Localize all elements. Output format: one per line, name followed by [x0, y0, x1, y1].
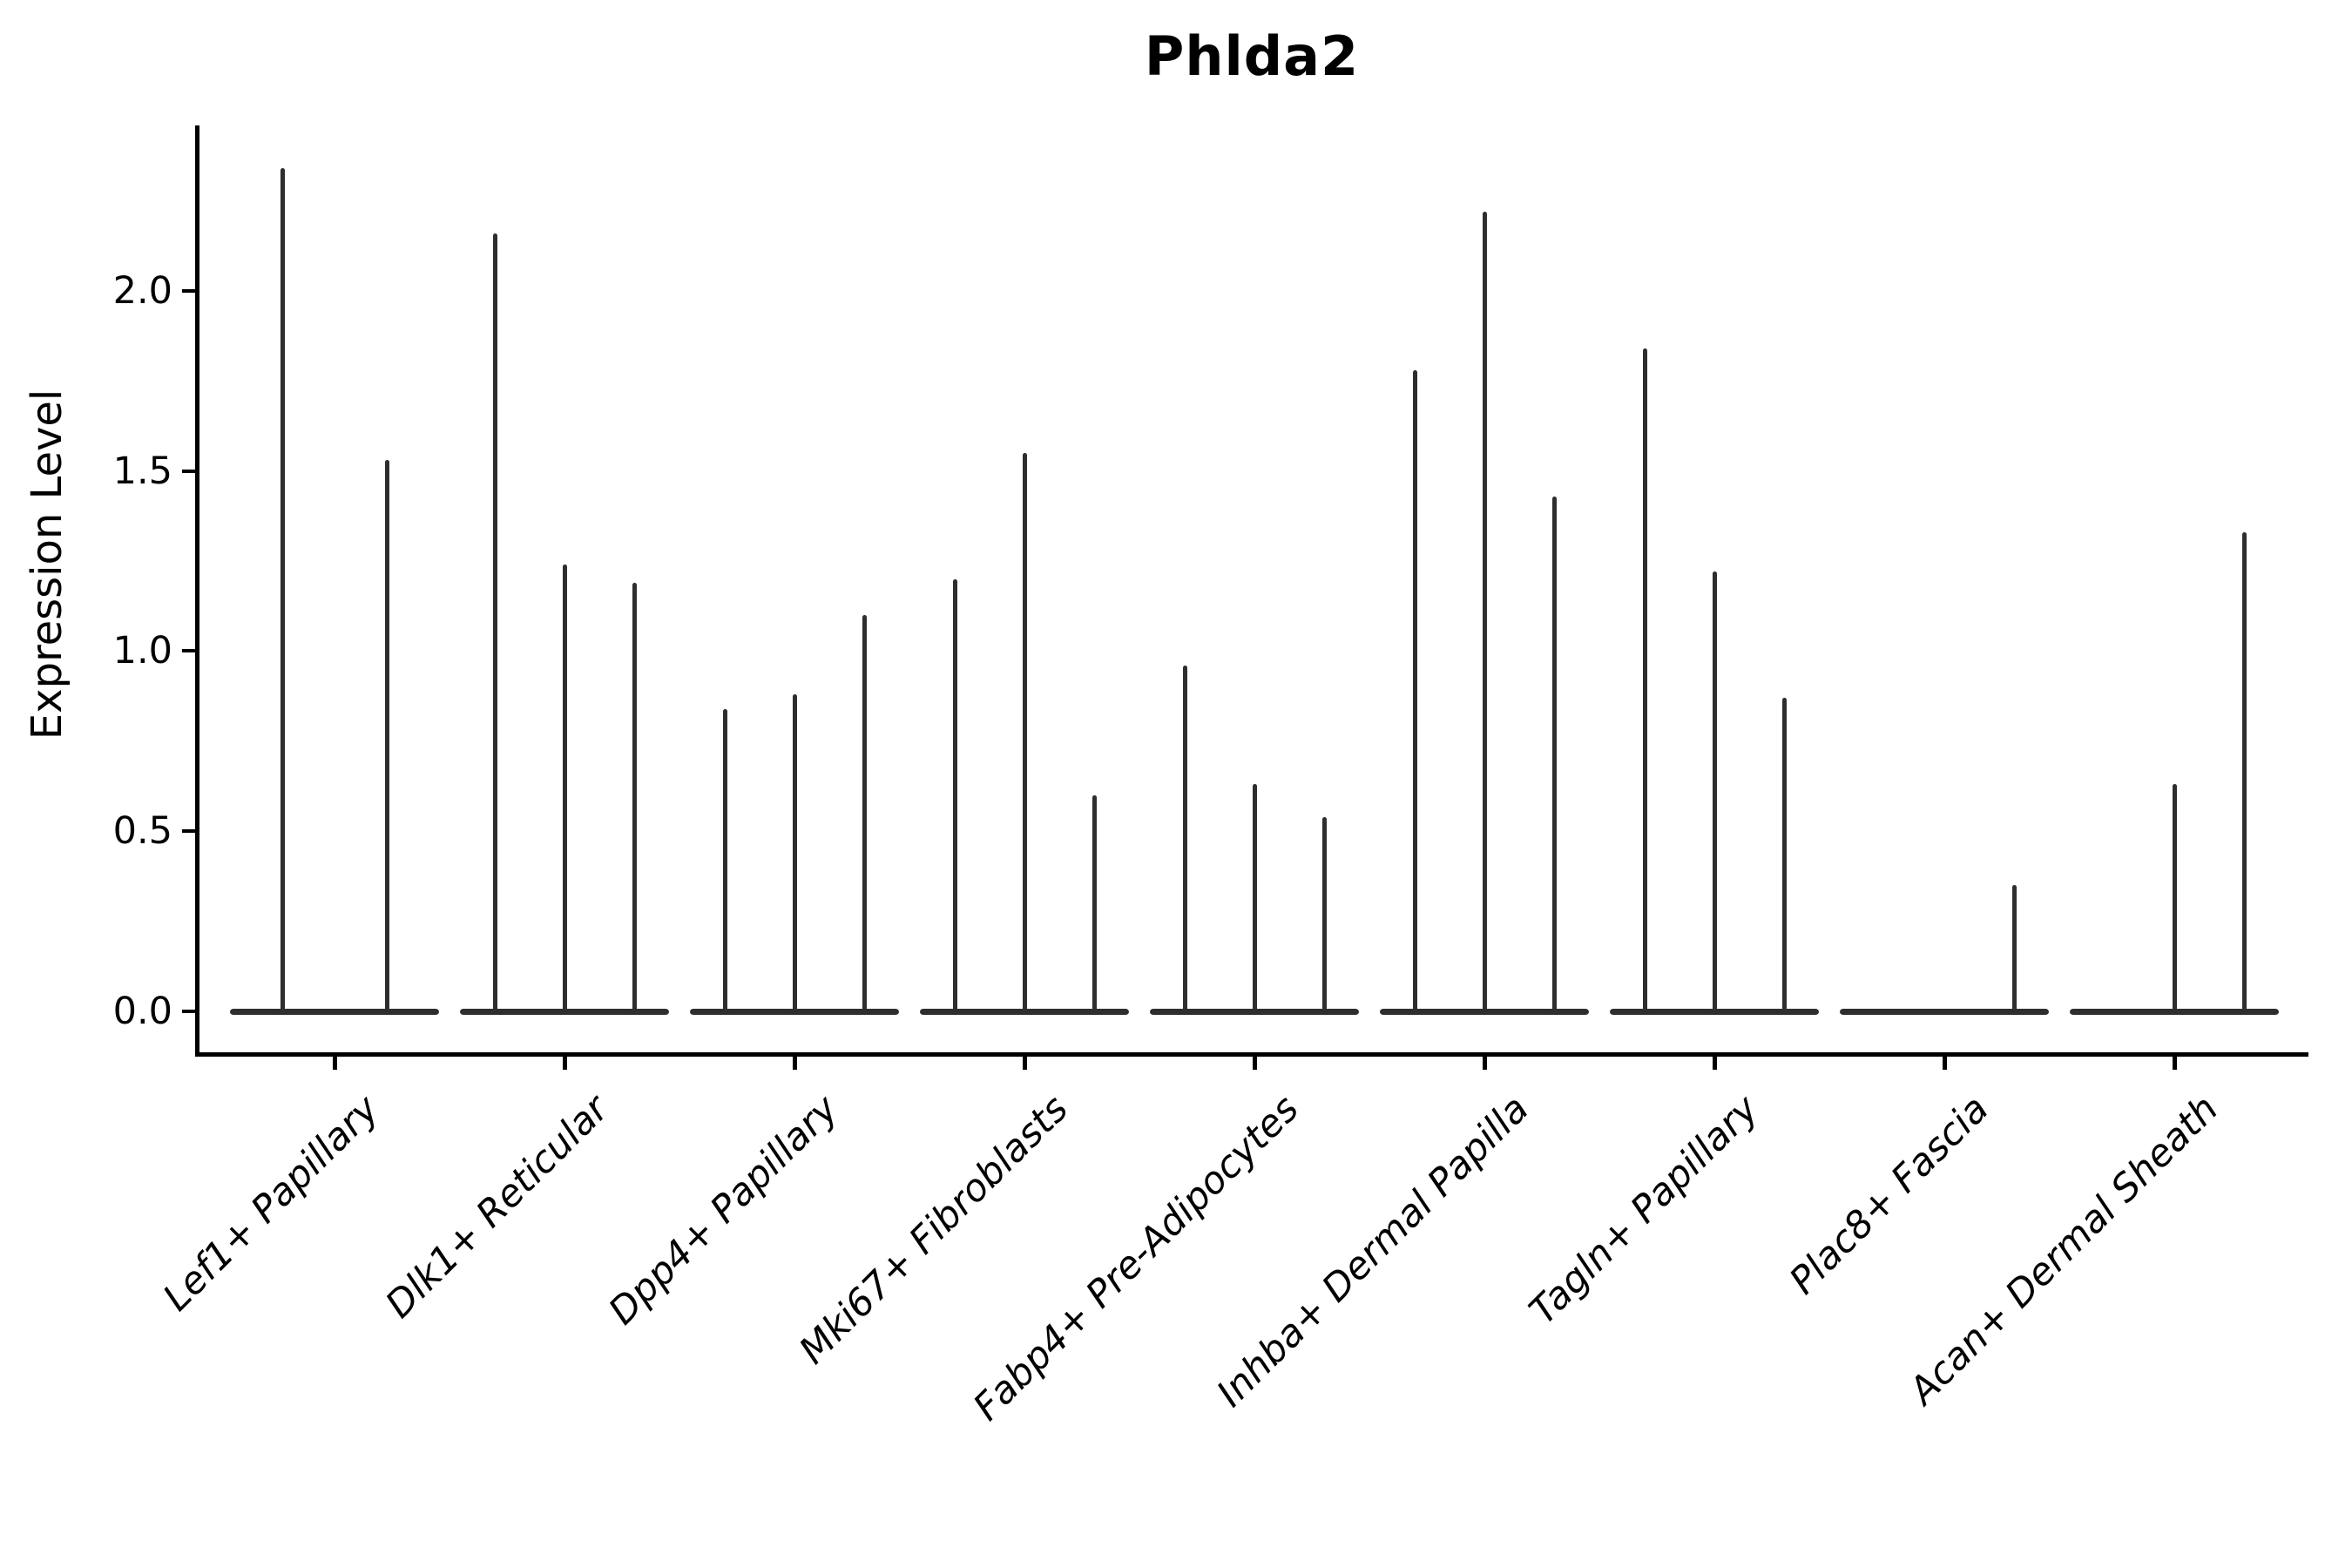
x-tick-label: Lef1+ Papillary: [154, 1087, 388, 1320]
y-tick-label: 2.0: [112, 268, 172, 313]
violin-spike: [562, 564, 567, 1014]
violin-spike: [722, 708, 727, 1014]
y-axis-spine: [195, 125, 199, 1057]
x-tick-label: Plac8+ Fascia: [1781, 1087, 1997, 1303]
y-tick-mark: [182, 1010, 195, 1013]
x-tick-mark: [792, 1057, 797, 1070]
violin-spike: [1781, 698, 1787, 1014]
x-tick-mark: [1712, 1057, 1717, 1070]
y-tick-mark: [182, 469, 195, 473]
violin-spike: [1642, 348, 1647, 1014]
y-tick-mark: [182, 649, 195, 653]
violin-spike: [632, 582, 637, 1014]
violin-spike: [2241, 531, 2247, 1014]
violin-spike: [1092, 794, 1097, 1014]
violin-spike: [862, 615, 867, 1014]
y-tick-label: 1.0: [112, 629, 172, 673]
y-tick-label: 1.5: [112, 449, 172, 493]
x-tick-label: Tagln+ Papillary: [1521, 1087, 1767, 1334]
violin-spike: [1482, 211, 1487, 1014]
x-tick-mark: [1482, 1057, 1487, 1070]
x-axis-spine: [195, 1052, 2308, 1057]
violin-spike: [384, 460, 389, 1014]
x-tick-label: Dlk1+ Reticular: [377, 1087, 618, 1328]
x-tick-mark: [2172, 1057, 2177, 1070]
violin-spike: [1182, 665, 1187, 1014]
violin-spike: [2172, 784, 2177, 1014]
violin-spike: [492, 233, 497, 1014]
y-tick-mark: [182, 829, 195, 834]
violin-spike: [1321, 816, 1327, 1014]
y-tick-label: 0.5: [112, 809, 172, 854]
violin-spike: [1252, 784, 1257, 1014]
y-axis-label: Expression Level: [23, 389, 71, 740]
violin-spike: [1022, 452, 1027, 1014]
violin-spike: [280, 168, 285, 1014]
violin-base: [230, 1009, 439, 1015]
y-tick-mark: [182, 288, 195, 293]
x-tick-mark: [332, 1057, 337, 1070]
x-tick-mark: [1942, 1057, 1947, 1070]
chart-title: Phlda2: [1144, 24, 1360, 88]
violin-spike: [952, 578, 957, 1014]
x-tick-mark: [1252, 1057, 1257, 1070]
x-tick-mark: [1022, 1057, 1027, 1070]
violin-spike: [1712, 571, 1717, 1014]
violin-spike: [1412, 369, 1417, 1014]
x-tick-label: Dpp4+ Papillary: [600, 1087, 848, 1334]
violin-base: [1840, 1009, 2049, 1015]
violin-spike: [792, 694, 797, 1014]
violin-spike: [2011, 885, 2017, 1014]
x-tick-mark: [562, 1057, 567, 1070]
y-tick-label: 0.0: [112, 990, 172, 1033]
violin-spike: [1551, 496, 1557, 1014]
